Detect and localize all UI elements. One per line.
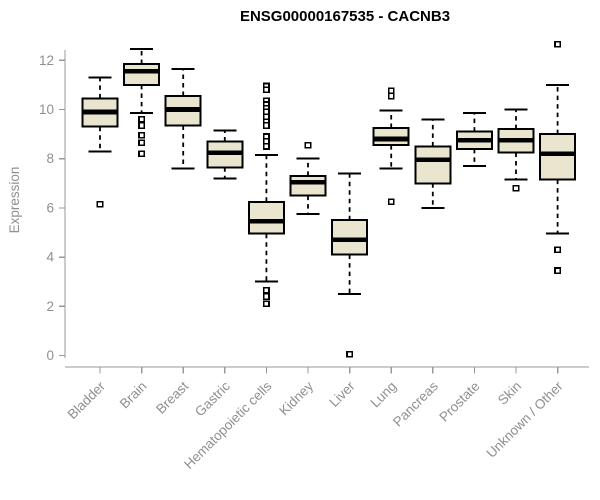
box-hematopoietic-cells <box>247 82 285 308</box>
outlier-point <box>138 150 145 158</box>
outlier-point <box>138 115 145 123</box>
x-tick-label-gastric: Gastric <box>192 378 233 419</box>
outlier-point <box>387 198 395 206</box>
outlier-point <box>554 267 561 275</box>
x-tick-label-bladder: Bladder <box>65 378 109 422</box>
y-tick-label: 10 <box>39 102 54 117</box>
x-tick-label-breast: Breast <box>153 378 191 416</box>
box-kidney <box>289 141 327 216</box>
x-tick-label-lung: Lung <box>367 379 399 411</box>
box-liver <box>331 172 369 358</box>
box-bladder <box>81 76 119 208</box>
outlier-point <box>138 139 145 147</box>
x-tick-label-brain: Brain <box>117 379 150 412</box>
x-tick-label-prostate: Prostate <box>436 379 482 425</box>
x-tick-label-liver: Liver <box>326 378 358 410</box>
box-skin <box>497 108 535 192</box>
outlier-point <box>554 246 561 254</box>
outlier-point <box>262 122 270 129</box>
iqr-box <box>123 62 161 86</box>
outlier-point <box>262 143 270 150</box>
outlier-point <box>138 122 145 129</box>
outlier-point <box>554 40 561 48</box>
box-breast <box>164 67 202 170</box>
box-unknown-other <box>539 40 577 275</box>
box-prostate <box>455 112 493 168</box>
box-lung <box>372 87 410 206</box>
y-tick-label: 0 <box>46 348 54 363</box>
outlier-point <box>262 286 270 294</box>
outlier-point <box>138 131 145 139</box>
chart-title: ENSG00000167535 - CACNB3 <box>240 8 450 25</box>
box-gastric <box>206 129 244 180</box>
y-tick-label: 4 <box>46 250 54 265</box>
y-tick-label: 6 <box>46 200 54 215</box>
outlier-point <box>512 184 520 192</box>
iqr-box <box>372 126 410 147</box>
x-tick-label-skin: Skin <box>495 379 524 408</box>
y-tick-label: 2 <box>46 299 54 314</box>
iqr-box <box>414 145 452 185</box>
iqr-box <box>247 200 285 235</box>
boxes-layer <box>81 40 577 358</box>
outlier-point <box>304 141 312 149</box>
outlier-point <box>346 350 353 358</box>
iqr-box <box>331 219 369 256</box>
outlier-point <box>262 300 270 308</box>
x-tick-label-kidney: Kidney <box>276 378 316 418</box>
y-axis-label: Expression <box>7 167 22 234</box>
box-brain <box>123 48 161 158</box>
iqr-box <box>289 174 327 197</box>
outlier-point <box>262 293 270 300</box>
x-tick-label-unknown-other: Unknown / Other <box>483 378 566 461</box>
x-tick-label-pancreas: Pancreas <box>390 378 441 429</box>
box-pancreas <box>414 118 452 209</box>
outlier-point <box>96 200 104 208</box>
y-tick-label: 12 <box>39 53 54 68</box>
iqr-box <box>539 133 577 181</box>
y-axis: 0 2 4 6 8 10 12 <box>39 50 66 363</box>
outlier-point <box>262 86 270 94</box>
outlier-point <box>387 92 395 100</box>
y-tick-label: 8 <box>46 151 54 166</box>
